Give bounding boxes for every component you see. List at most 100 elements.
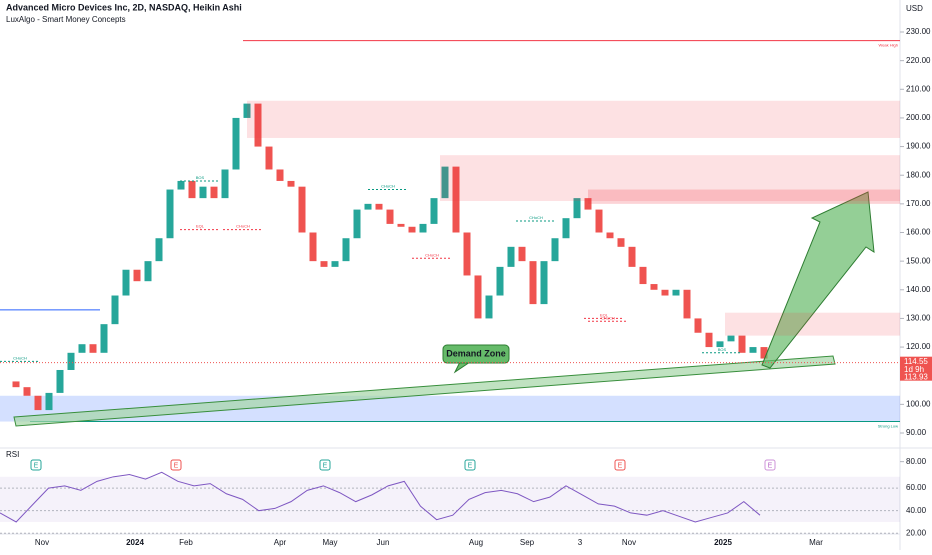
y-tick-label: 220.00 [906, 56, 931, 65]
y-tick-label: 230.00 [906, 27, 931, 36]
candle [463, 232, 471, 276]
candle [232, 117, 240, 170]
rsi-tick-label: 40.00 [906, 506, 927, 515]
earnings-badge [764, 459, 776, 471]
y-tick-label: 130.00 [906, 314, 931, 323]
currency: USD [906, 4, 923, 13]
rsi-tick-label: 20.00 [906, 528, 927, 537]
candle [221, 169, 229, 199]
candle [254, 103, 262, 147]
callout-text: Demand Zone [446, 348, 506, 358]
candle [727, 335, 735, 342]
x-tick-label: Jun [377, 538, 390, 547]
annotation: BOS [196, 175, 205, 180]
earnings-badge [319, 459, 331, 471]
y-tick-label: 90.00 [906, 428, 927, 437]
rsi-label: RSI [6, 450, 19, 459]
annotation: BOS [718, 347, 727, 352]
candle [716, 341, 724, 348]
candle [100, 324, 108, 353]
x-tick-label: Feb [179, 538, 193, 547]
earnings-badge [30, 459, 42, 471]
annotation: CHoCH [529, 215, 543, 220]
candle [485, 295, 493, 319]
rsi-tick-label: 60.00 [906, 483, 927, 492]
annotation: CHoCH [425, 252, 439, 257]
earnings-badge [614, 459, 626, 471]
annotation: CHoCH [381, 184, 395, 189]
candle [551, 238, 559, 262]
candle [298, 186, 306, 233]
candle [694, 318, 702, 333]
earnings-label: E [174, 462, 179, 469]
candle [419, 223, 427, 233]
countdown: 1d 9h [904, 365, 924, 374]
candle [166, 189, 174, 239]
supply-zone [588, 189, 900, 204]
prev-price: 113.93 [904, 373, 928, 382]
candle [749, 347, 757, 353]
candle [309, 232, 317, 262]
candle [738, 335, 746, 353]
candle [386, 209, 394, 224]
y-tick-label: 200.00 [906, 113, 931, 122]
candle [67, 352, 75, 370]
y-tick-label: 160.00 [906, 228, 931, 237]
candle [650, 284, 658, 290]
x-tick-label: Nov [35, 538, 49, 547]
earnings-badge [464, 459, 476, 471]
candle [331, 261, 339, 267]
candle [177, 180, 185, 190]
candle [155, 238, 163, 262]
candle [56, 369, 64, 393]
candle [12, 381, 20, 388]
candle [122, 269, 130, 296]
candle [496, 266, 504, 296]
candle [562, 218, 570, 239]
annotation: EQL [600, 312, 609, 317]
candle [639, 266, 647, 285]
x-tick-label: 2024 [126, 538, 144, 547]
candle [518, 246, 526, 262]
candle [133, 269, 141, 282]
candle [683, 289, 691, 319]
candle [353, 209, 361, 239]
annotation: CHoCH [236, 224, 250, 229]
candle [243, 103, 251, 118]
candle [628, 246, 636, 267]
candle [45, 392, 53, 411]
y-tick-label: 190.00 [906, 142, 931, 151]
y-tick-label: 150.00 [906, 256, 931, 265]
candle [397, 223, 405, 227]
candle [430, 198, 438, 224]
candle [584, 198, 592, 210]
candle [661, 289, 669, 296]
candle [617, 238, 625, 247]
x-tick-label: Aug [469, 538, 483, 547]
rsi-line [0, 471, 761, 523]
supply-zone [725, 312, 900, 336]
last-price: 114.55 [904, 357, 928, 366]
candle [265, 146, 273, 170]
candle [705, 332, 713, 348]
demand-trendline [13, 355, 836, 427]
candle [276, 169, 284, 181]
candle [210, 186, 218, 199]
y-tick-label: 100.00 [906, 399, 931, 408]
candle [23, 387, 31, 396]
y-tick-label: 170.00 [906, 199, 931, 208]
candle [760, 347, 768, 359]
candle [199, 186, 207, 199]
strong-low-label: Strong Low [878, 424, 898, 429]
candle [364, 203, 372, 210]
x-tick-label: Mar [809, 538, 823, 547]
candle [441, 166, 449, 199]
earnings-label: E [323, 462, 328, 469]
arrow [761, 191, 875, 369]
candle [375, 203, 383, 210]
y-tick-label: 180.00 [906, 170, 931, 179]
y-tick-label: 210.00 [906, 84, 931, 93]
rsi-band [0, 476, 900, 522]
candle [507, 246, 515, 267]
candle [595, 209, 603, 233]
